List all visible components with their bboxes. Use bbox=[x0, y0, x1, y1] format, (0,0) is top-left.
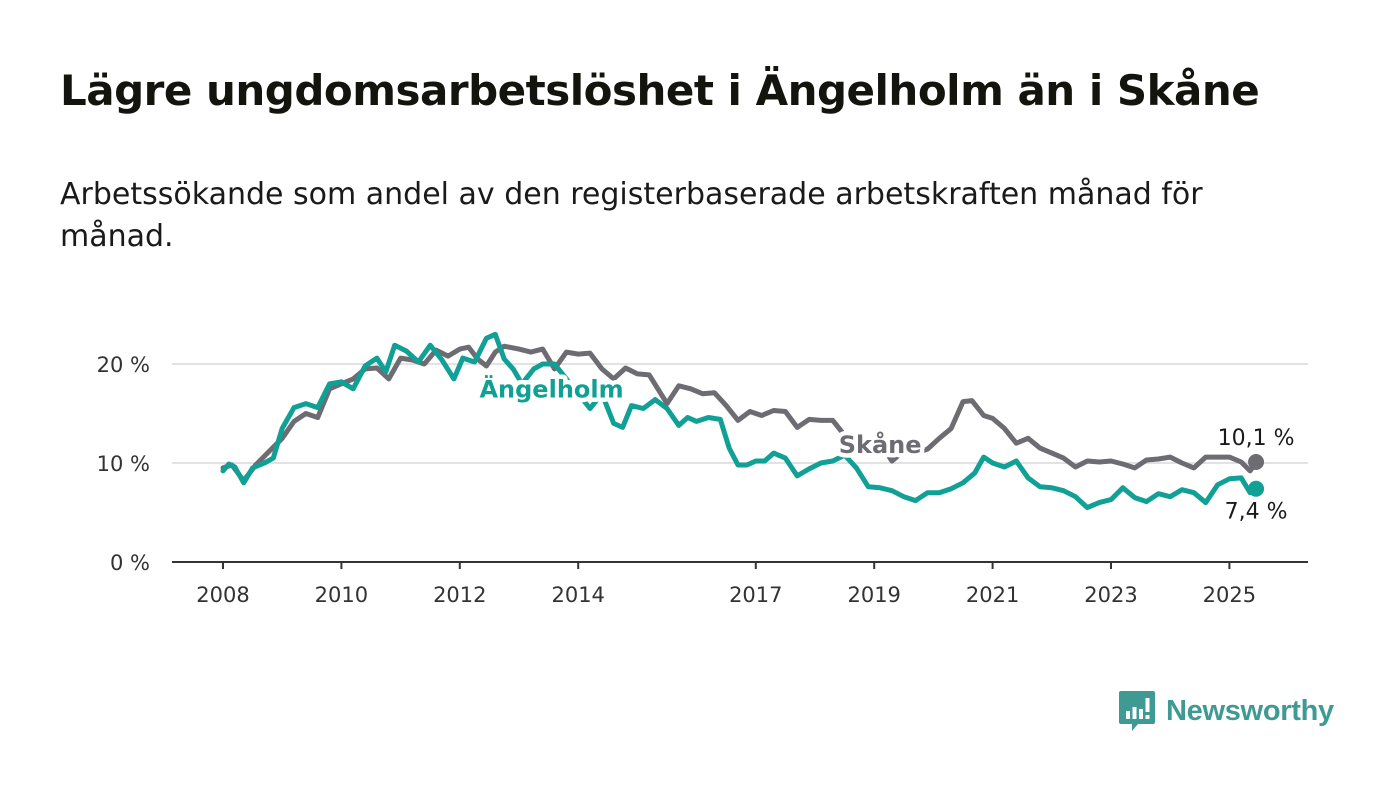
y-tick-label: 10 % bbox=[97, 452, 150, 476]
angelholm-line bbox=[220, 331, 1259, 511]
chart-subtitle: Arbetssökande som andel av den registerb… bbox=[60, 177, 1203, 254]
chart-title: Lägre ungdomsarbetslöshet i Ängelholm än… bbox=[60, 66, 1260, 115]
x-tick-label: 2021 bbox=[966, 583, 1019, 607]
x-tick-label: 2012 bbox=[433, 583, 486, 607]
x-tick-label: 2017 bbox=[729, 583, 782, 607]
series-labels: Ängelholm Skåne 10,1 % 7,4 % bbox=[475, 370, 1295, 525]
x-tick-label: 2010 bbox=[315, 583, 368, 607]
x-tick-label: 2019 bbox=[847, 583, 900, 607]
skane-end-marker bbox=[1248, 454, 1265, 471]
angelholm-series-label: Ängelholm bbox=[479, 375, 623, 404]
y-axis-labels: 0 % 10 % 20 % bbox=[97, 353, 150, 575]
skane-end-value-label: 10,1 % bbox=[1218, 426, 1295, 451]
x-tick-label: 2008 bbox=[196, 583, 249, 607]
y-tick-label: 0 % bbox=[110, 551, 150, 575]
brand-name: Newsworthy bbox=[1166, 694, 1334, 727]
newsworthy-logo-icon bbox=[1119, 691, 1155, 731]
skane-line bbox=[220, 343, 1259, 484]
x-tick-label: 2023 bbox=[1084, 583, 1137, 607]
x-axis-labels: 2008 2010 2012 2014 2017 2019 2021 2023 2025 bbox=[196, 562, 1256, 607]
newsworthy-logo: Newsworthy bbox=[1118, 690, 1334, 732]
angelholm-end-marker bbox=[1248, 480, 1265, 497]
series-lines bbox=[220, 331, 1259, 511]
angelholm-end-value-label: 7,4 % bbox=[1225, 500, 1288, 525]
x-tick-label: 2014 bbox=[551, 583, 604, 607]
y-tick-label: 20 % bbox=[97, 353, 150, 377]
skane-series-label: Skåne bbox=[839, 430, 922, 459]
x-tick-label: 2025 bbox=[1203, 583, 1256, 607]
